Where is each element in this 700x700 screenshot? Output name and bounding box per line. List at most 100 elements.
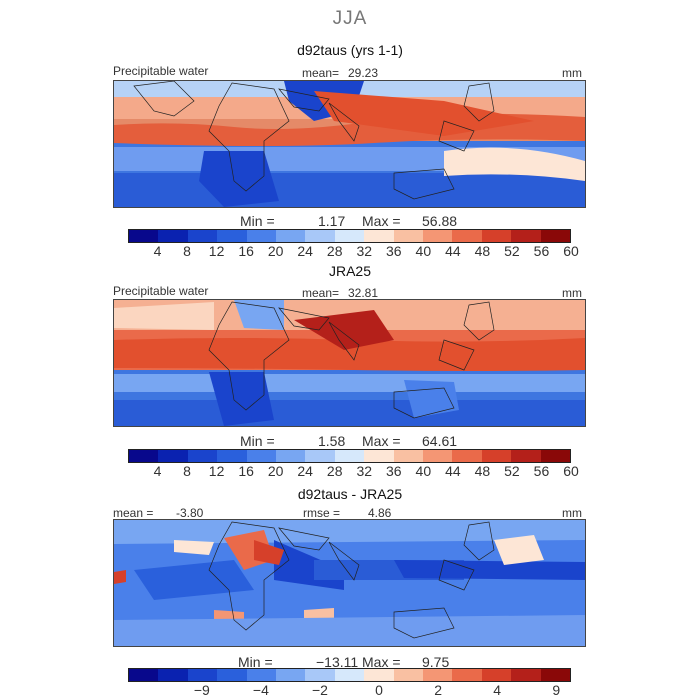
colorbar-swatch bbox=[452, 230, 482, 242]
colorbar-swatch bbox=[364, 669, 394, 681]
colorbar-swatch bbox=[217, 230, 247, 242]
colorbar-tick-label: 16 bbox=[238, 463, 254, 479]
colorbar-tick-label: 4 bbox=[153, 463, 162, 479]
panel-2-max-value: 64.61 bbox=[422, 433, 458, 449]
panel-1-mean-value: 29.23 bbox=[348, 66, 379, 80]
panel-2-max-label: Max = bbox=[362, 433, 401, 449]
colorbar-swatch bbox=[305, 230, 335, 242]
panel-3-rmse-value: 4.86 bbox=[368, 506, 392, 520]
colorbar-tick-label: 20 bbox=[267, 463, 284, 479]
panel-3-colorbar bbox=[128, 668, 571, 682]
panel-3-max-value: 9.75 bbox=[422, 654, 450, 670]
colorbar-swatch bbox=[246, 230, 277, 242]
panel-3-title: d92taus - JRA25 bbox=[297, 486, 403, 502]
panel-3-colorbar-ticks: −9 −4 −2 0 2 4 9 bbox=[0, 682, 700, 700]
colorbar-tick-label: 0 bbox=[375, 682, 383, 698]
panel-2-min-label: Min = bbox=[240, 433, 275, 449]
panel-2-map bbox=[113, 299, 586, 427]
colorbar-tick-label: 16 bbox=[238, 243, 254, 259]
panel-3-mean-value: -3.80 bbox=[176, 506, 204, 520]
panel-2-field-label: Precipitable water bbox=[113, 284, 209, 298]
colorbar-swatch bbox=[423, 450, 453, 462]
colorbar-tick-label: 36 bbox=[386, 463, 402, 479]
colorbar-swatch bbox=[217, 669, 247, 681]
colorbar-swatch bbox=[481, 669, 512, 681]
colorbar-swatch bbox=[511, 450, 541, 462]
panel-1-max-value: 56.88 bbox=[422, 213, 458, 229]
colorbar-tick-label: 24 bbox=[297, 463, 313, 479]
colorbar-tick-label: 56 bbox=[533, 243, 550, 259]
colorbar-swatch bbox=[158, 230, 188, 242]
colorbar-swatch bbox=[540, 450, 571, 462]
panel-3-min-label: Min = bbox=[238, 654, 273, 670]
colorbar-tick-label: 40 bbox=[415, 243, 432, 259]
colorbar-swatch bbox=[334, 230, 365, 242]
panel-1-mean-label: mean= bbox=[302, 66, 340, 80]
panel-1-colorbar-ticks: 4 8 12 16 20 24 28 32 36 40 44 48 52 56 60 bbox=[0, 243, 700, 263]
panel-3-max-label: Max = bbox=[362, 654, 401, 670]
colorbar-swatch bbox=[129, 669, 159, 681]
colorbar-tick-label: 56 bbox=[533, 463, 550, 479]
panel-3-map bbox=[113, 519, 586, 647]
colorbar-swatch bbox=[452, 669, 482, 681]
panel-2-mean-label: mean= bbox=[302, 286, 340, 300]
colorbar-tick-label: 32 bbox=[356, 463, 373, 479]
colorbar-swatch bbox=[217, 450, 247, 462]
colorbar-tick-label: 48 bbox=[474, 243, 491, 259]
colorbar-tick-label: 8 bbox=[183, 243, 191, 259]
colorbar-swatch bbox=[305, 450, 335, 462]
colorbar-tick-label: −2 bbox=[311, 682, 328, 698]
panel-1-max-label: Max = bbox=[362, 213, 401, 229]
panel-2-colorbar bbox=[128, 449, 571, 463]
colorbar-swatch bbox=[246, 450, 277, 462]
colorbar-tick-label: 28 bbox=[326, 243, 343, 259]
panel-1-map bbox=[113, 80, 586, 208]
colorbar-swatch bbox=[540, 669, 571, 681]
panel-2-units: mm bbox=[562, 286, 582, 300]
colorbar-tick-label: 24 bbox=[297, 243, 313, 259]
colorbar-swatch bbox=[187, 669, 218, 681]
colorbar-swatch bbox=[158, 450, 188, 462]
colorbar-tick-label: 60 bbox=[563, 243, 579, 259]
colorbar-swatch bbox=[511, 230, 541, 242]
colorbar-swatch bbox=[246, 669, 277, 681]
colorbar-tick-label: 36 bbox=[386, 243, 402, 259]
colorbar-tick-label: 4 bbox=[493, 682, 502, 698]
colorbar-tick-label: 48 bbox=[474, 463, 491, 479]
colorbar-tick-label: 9 bbox=[552, 682, 561, 698]
colorbar-tick-label: −9 bbox=[193, 682, 210, 698]
colorbar-swatch bbox=[187, 450, 218, 462]
colorbar-swatch bbox=[276, 450, 306, 462]
panel-3-rmse-label: rmse = bbox=[303, 506, 341, 520]
colorbar-swatch bbox=[423, 230, 453, 242]
colorbar-swatch bbox=[364, 230, 394, 242]
panel-1-units: mm bbox=[562, 66, 582, 80]
panel-2-colorbar-ticks: 4 8 12 16 20 24 28 32 36 40 44 48 52 56 60 bbox=[0, 463, 700, 483]
colorbar-tick-label: −4 bbox=[252, 682, 269, 698]
colorbar-tick-label: 52 bbox=[504, 243, 520, 259]
panel-1-title: d92taus (yrs 1-1) bbox=[297, 42, 403, 58]
colorbar-swatch bbox=[334, 669, 365, 681]
colorbar-tick-label: 20 bbox=[267, 243, 284, 259]
panel-3-mean-label: mean = bbox=[113, 506, 154, 520]
colorbar-swatch bbox=[393, 230, 424, 242]
colorbar-swatch bbox=[276, 230, 306, 242]
season-title: JJA bbox=[332, 8, 368, 29]
colorbar-tick-label: 12 bbox=[208, 243, 225, 259]
colorbar-swatch bbox=[393, 450, 424, 462]
colorbar-swatch bbox=[129, 450, 159, 462]
colorbar-swatch bbox=[481, 230, 512, 242]
colorbar-swatch bbox=[158, 669, 188, 681]
colorbar-tick-label: 40 bbox=[415, 463, 432, 479]
colorbar-tick-label: 44 bbox=[445, 463, 461, 479]
panel-3-units: mm bbox=[562, 506, 582, 520]
colorbar-swatch bbox=[540, 230, 571, 242]
colorbar-tick-label: 28 bbox=[326, 463, 343, 479]
colorbar-tick-label: 60 bbox=[563, 463, 579, 479]
colorbar-tick-label: 4 bbox=[153, 243, 162, 259]
colorbar-swatch bbox=[334, 450, 365, 462]
colorbar-swatch bbox=[452, 450, 482, 462]
colorbar-swatch bbox=[305, 669, 335, 681]
colorbar-tick-label: 2 bbox=[434, 682, 442, 698]
colorbar-swatch bbox=[511, 669, 541, 681]
